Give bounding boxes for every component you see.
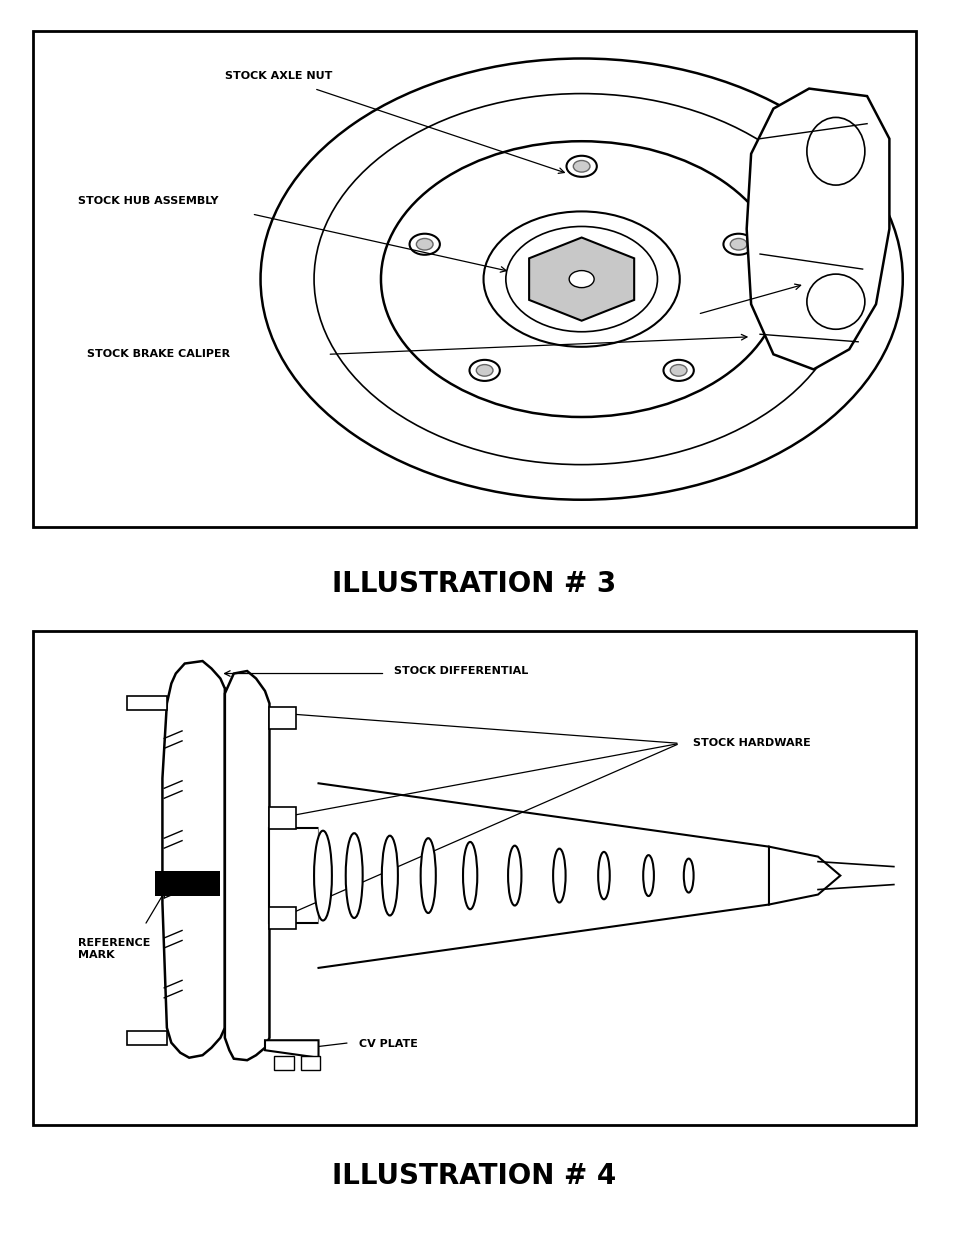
FancyBboxPatch shape [155, 871, 219, 895]
Ellipse shape [409, 233, 439, 254]
Text: STOCK DIFFERENTIAL: STOCK DIFFERENTIAL [394, 666, 528, 676]
Ellipse shape [381, 836, 397, 915]
Ellipse shape [462, 842, 476, 909]
Ellipse shape [416, 238, 433, 249]
FancyBboxPatch shape [300, 1056, 320, 1071]
Text: STOCK HARDWARE: STOCK HARDWARE [693, 739, 810, 748]
Ellipse shape [566, 156, 597, 177]
Ellipse shape [345, 834, 362, 918]
Ellipse shape [729, 238, 746, 249]
Ellipse shape [314, 831, 332, 920]
Polygon shape [318, 783, 768, 968]
Ellipse shape [505, 226, 657, 332]
Ellipse shape [662, 359, 693, 380]
Ellipse shape [722, 233, 753, 254]
Text: STOCK AXLE NUT: STOCK AXLE NUT [225, 72, 332, 82]
Polygon shape [162, 661, 225, 1057]
Ellipse shape [806, 117, 864, 185]
Ellipse shape [260, 58, 902, 500]
Text: CV PLATE: CV PLATE [358, 1039, 417, 1049]
Ellipse shape [469, 359, 499, 380]
Ellipse shape [314, 94, 848, 464]
Ellipse shape [508, 846, 521, 905]
Ellipse shape [598, 852, 609, 899]
Ellipse shape [483, 211, 679, 347]
Ellipse shape [573, 161, 589, 172]
Polygon shape [265, 1040, 318, 1057]
Ellipse shape [420, 839, 436, 913]
Ellipse shape [532, 245, 630, 314]
Polygon shape [746, 89, 888, 369]
FancyBboxPatch shape [274, 1056, 294, 1071]
Polygon shape [529, 237, 634, 321]
FancyBboxPatch shape [269, 906, 296, 929]
Text: REFERENCE
MARK: REFERENCE MARK [77, 937, 150, 961]
Ellipse shape [569, 270, 594, 288]
FancyBboxPatch shape [33, 31, 915, 527]
FancyBboxPatch shape [269, 829, 318, 923]
Ellipse shape [806, 274, 864, 330]
Ellipse shape [553, 848, 565, 903]
Text: ILLUSTRATION # 3: ILLUSTRATION # 3 [332, 571, 616, 598]
Text: STOCK HUB ASSEMBLY: STOCK HUB ASSEMBLY [77, 196, 218, 206]
Polygon shape [225, 671, 269, 1060]
Polygon shape [768, 847, 840, 904]
FancyBboxPatch shape [269, 808, 296, 829]
Text: ILLUSTRATION # 4: ILLUSTRATION # 4 [332, 1162, 616, 1189]
FancyBboxPatch shape [127, 697, 167, 710]
Ellipse shape [670, 364, 686, 377]
FancyBboxPatch shape [127, 1031, 167, 1045]
FancyBboxPatch shape [33, 631, 915, 1125]
Ellipse shape [683, 858, 693, 893]
Ellipse shape [380, 141, 781, 417]
Ellipse shape [476, 364, 493, 377]
FancyBboxPatch shape [269, 708, 296, 730]
Text: STOCK BRAKE CALIPER: STOCK BRAKE CALIPER [87, 350, 230, 359]
Ellipse shape [642, 855, 653, 897]
